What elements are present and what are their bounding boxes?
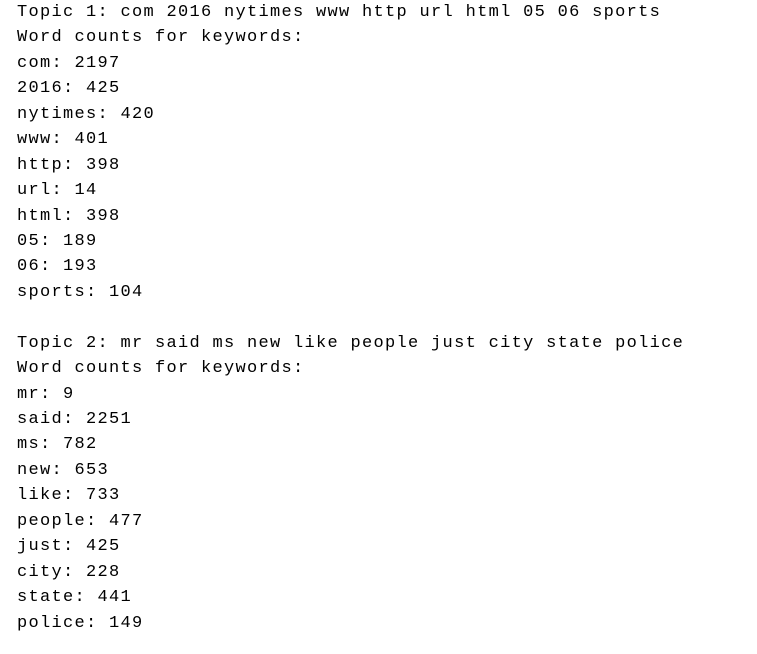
word-count: like: 733 xyxy=(17,486,121,506)
word-count: police: 149 xyxy=(17,613,144,633)
word-count: said: 2251 xyxy=(17,410,133,429)
word-count: sports: 104 xyxy=(17,282,144,302)
word-count: com: 2197 xyxy=(17,53,121,73)
topic-heading: Topic 2: mr said ms new like people just… xyxy=(17,333,685,353)
word-count: new: 653 xyxy=(17,460,110,480)
word-count: 06: 193 xyxy=(17,257,98,277)
word-count: 2016: 425 xyxy=(17,79,121,99)
word-count: just: 425 xyxy=(17,537,121,557)
word-count: html: 398 xyxy=(17,206,121,226)
topic-subheading: Word counts for keywords: xyxy=(17,28,305,48)
word-count: 05: 189 xyxy=(17,231,98,251)
word-count: www: 401 xyxy=(17,130,110,150)
word-count: mr: 9 xyxy=(17,384,75,404)
word-count: state: 441 xyxy=(17,588,133,608)
word-count: http: 398 xyxy=(17,155,121,175)
word-count: nytimes: 420 xyxy=(17,104,156,124)
blank-line xyxy=(17,305,684,330)
topic-subheading: Word counts for keywords: xyxy=(17,359,305,379)
topic-heading: Topic 1: com 2016 nytimes www http url h… xyxy=(17,3,662,22)
word-count: url: 14 xyxy=(17,181,98,201)
word-count: ms: 782 xyxy=(17,435,98,455)
output-text: Topic 1: com 2016 nytimes www http url h… xyxy=(17,0,684,636)
word-count: city: 228 xyxy=(17,562,121,582)
word-count: people: 477 xyxy=(17,511,144,531)
